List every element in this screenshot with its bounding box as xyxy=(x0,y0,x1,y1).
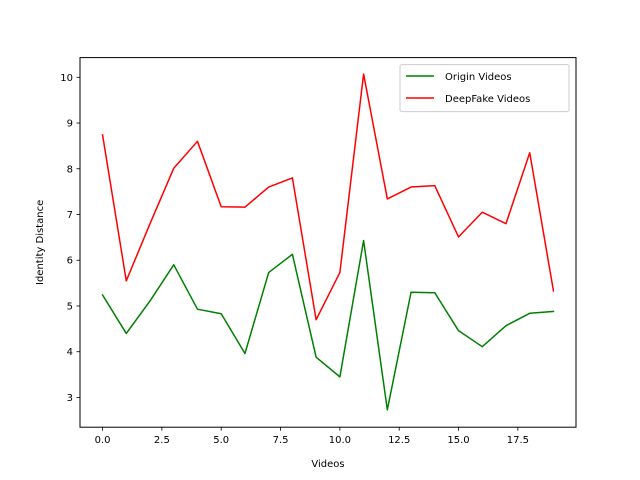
y-tick-label: 6 xyxy=(67,256,73,267)
y-tick-label: 10 xyxy=(60,73,73,84)
x-tick-label: 7.5 xyxy=(273,435,289,446)
x-tick-label: 0.0 xyxy=(95,435,111,446)
x-tick-label: 10.0 xyxy=(329,435,351,446)
plot-frame xyxy=(79,57,577,428)
x-tick-label: 5.0 xyxy=(213,435,229,446)
legend-label-0: Origin Videos xyxy=(445,72,512,83)
x-axis-label: Videos xyxy=(311,459,344,470)
y-axis: 3 4 5 6 7 8 9 10 xyxy=(60,73,80,404)
x-tick-label: 12.5 xyxy=(388,435,410,446)
y-tick-label: 9 xyxy=(67,119,73,130)
y-axis-label: Identity Distance xyxy=(35,200,46,285)
legend: Origin Videos DeepFake Videos xyxy=(399,64,570,113)
legend-label-1: DeepFake Videos xyxy=(445,94,530,105)
y-tick-label: 4 xyxy=(67,347,73,358)
y-tick-label: 3 xyxy=(67,393,73,404)
x-tick-label: 17.5 xyxy=(507,435,529,446)
y-tick-label: 8 xyxy=(67,164,73,175)
y-tick-label: 7 xyxy=(67,210,73,221)
x-tick-label: 15.0 xyxy=(447,435,469,446)
x-axis: 0.0 2.5 5.0 7.5 10.0 12.5 15.0 17.5 xyxy=(95,427,529,446)
series-line-0 xyxy=(101,239,555,411)
y-tick-label: 5 xyxy=(67,301,73,312)
series-line-1 xyxy=(101,73,555,321)
legend-frame xyxy=(399,64,570,113)
series-layer xyxy=(101,73,555,411)
x-tick-label: 2.5 xyxy=(154,435,170,446)
